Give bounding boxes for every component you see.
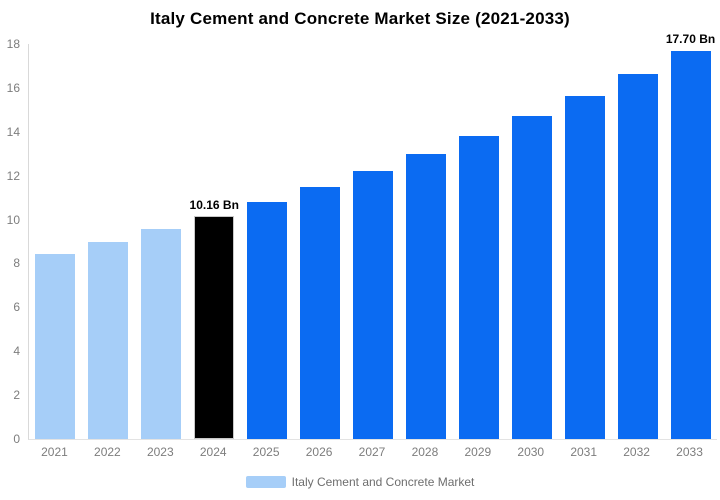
bar-slot: 17.70 Bn	[664, 32, 717, 439]
x-tick-label: 2030	[517, 445, 545, 459]
y-tick-label: 18	[6, 37, 20, 51]
x-tick-label: 2031	[570, 445, 598, 459]
y-tick-label: 14	[6, 124, 20, 139]
x-tick-label: 2022	[94, 445, 121, 459]
bar-slot	[135, 44, 188, 439]
y-tick-label: 12	[6, 168, 20, 183]
bar-slot: 10.16 Bn	[188, 44, 241, 439]
bar-2032[interactable]	[617, 73, 658, 439]
bar-2021[interactable]	[35, 253, 76, 439]
plot-area: 10.16 Bn 17.70 Bn	[28, 32, 717, 440]
legend-item[interactable]: Italy Cement and Concrete Market	[245, 475, 475, 489]
x-tick-label: 2024	[199, 445, 227, 459]
y-tick-label: 8	[13, 256, 20, 271]
x-tick-label: 2033	[676, 445, 703, 459]
bar-2030[interactable]	[511, 116, 552, 439]
x-tick-label: 2026	[305, 445, 333, 459]
x-tick-label: 2025	[252, 445, 280, 459]
bar-slot	[399, 44, 452, 439]
bar-slot	[611, 44, 664, 439]
bar-2026[interactable]	[300, 186, 341, 439]
bar-2028[interactable]	[405, 153, 446, 439]
bar-2027[interactable]	[352, 170, 393, 439]
bar-2023[interactable]	[141, 229, 182, 439]
bar-slot	[347, 44, 400, 439]
legend-label: Italy Cement and Concrete Market	[291, 475, 475, 489]
x-tick-label: 2027	[358, 445, 386, 459]
y-tick-label: 16	[6, 80, 20, 95]
y-tick-label: 4	[13, 344, 20, 359]
x-axis: 2021 2022 2023 2024 2025 2026 2027 2028 2029 2030…	[28, 445, 716, 459]
x-tick-label: 2023	[146, 445, 174, 459]
y-tick-label: 6	[13, 300, 20, 315]
bar-slot	[294, 44, 347, 439]
bar-slot	[452, 44, 505, 439]
bar-2031[interactable]	[564, 95, 605, 439]
bar-slot	[82, 44, 135, 439]
chart-title: Italy Cement and Concrete Market Size (2…	[150, 9, 570, 28]
x-tick-label: 2028	[411, 445, 439, 459]
bar-2022[interactable]	[88, 241, 129, 439]
y-axis: 0 2 4 6 8 10 12 14 16 18	[0, 38, 22, 445]
x-tick-label: 2021	[41, 445, 68, 459]
x-tick-label: 2029	[464, 445, 492, 459]
bar-value-label: 10.16 Bn	[189, 198, 239, 213]
bar-slot	[558, 44, 611, 439]
y-tick-label: 0	[13, 432, 20, 446]
x-tick-label: 2032	[623, 445, 650, 459]
bar-slot	[29, 44, 82, 439]
bar-2024[interactable]: 10.16 Bn	[190, 198, 239, 439]
bar-value-label: 17.70 Bn	[665, 31, 716, 46]
legend-swatch	[245, 476, 286, 488]
bar-2025[interactable]	[247, 201, 288, 439]
y-tick-label: 2	[13, 388, 20, 403]
legend: Italy Cement and Concrete Market	[0, 475, 720, 489]
bar-slot	[505, 44, 558, 439]
bar-slot	[241, 44, 294, 439]
bar-2033[interactable]: 17.70 Bn	[666, 32, 715, 439]
y-tick-label: 10	[6, 212, 20, 227]
bar-2029[interactable]	[458, 135, 499, 439]
